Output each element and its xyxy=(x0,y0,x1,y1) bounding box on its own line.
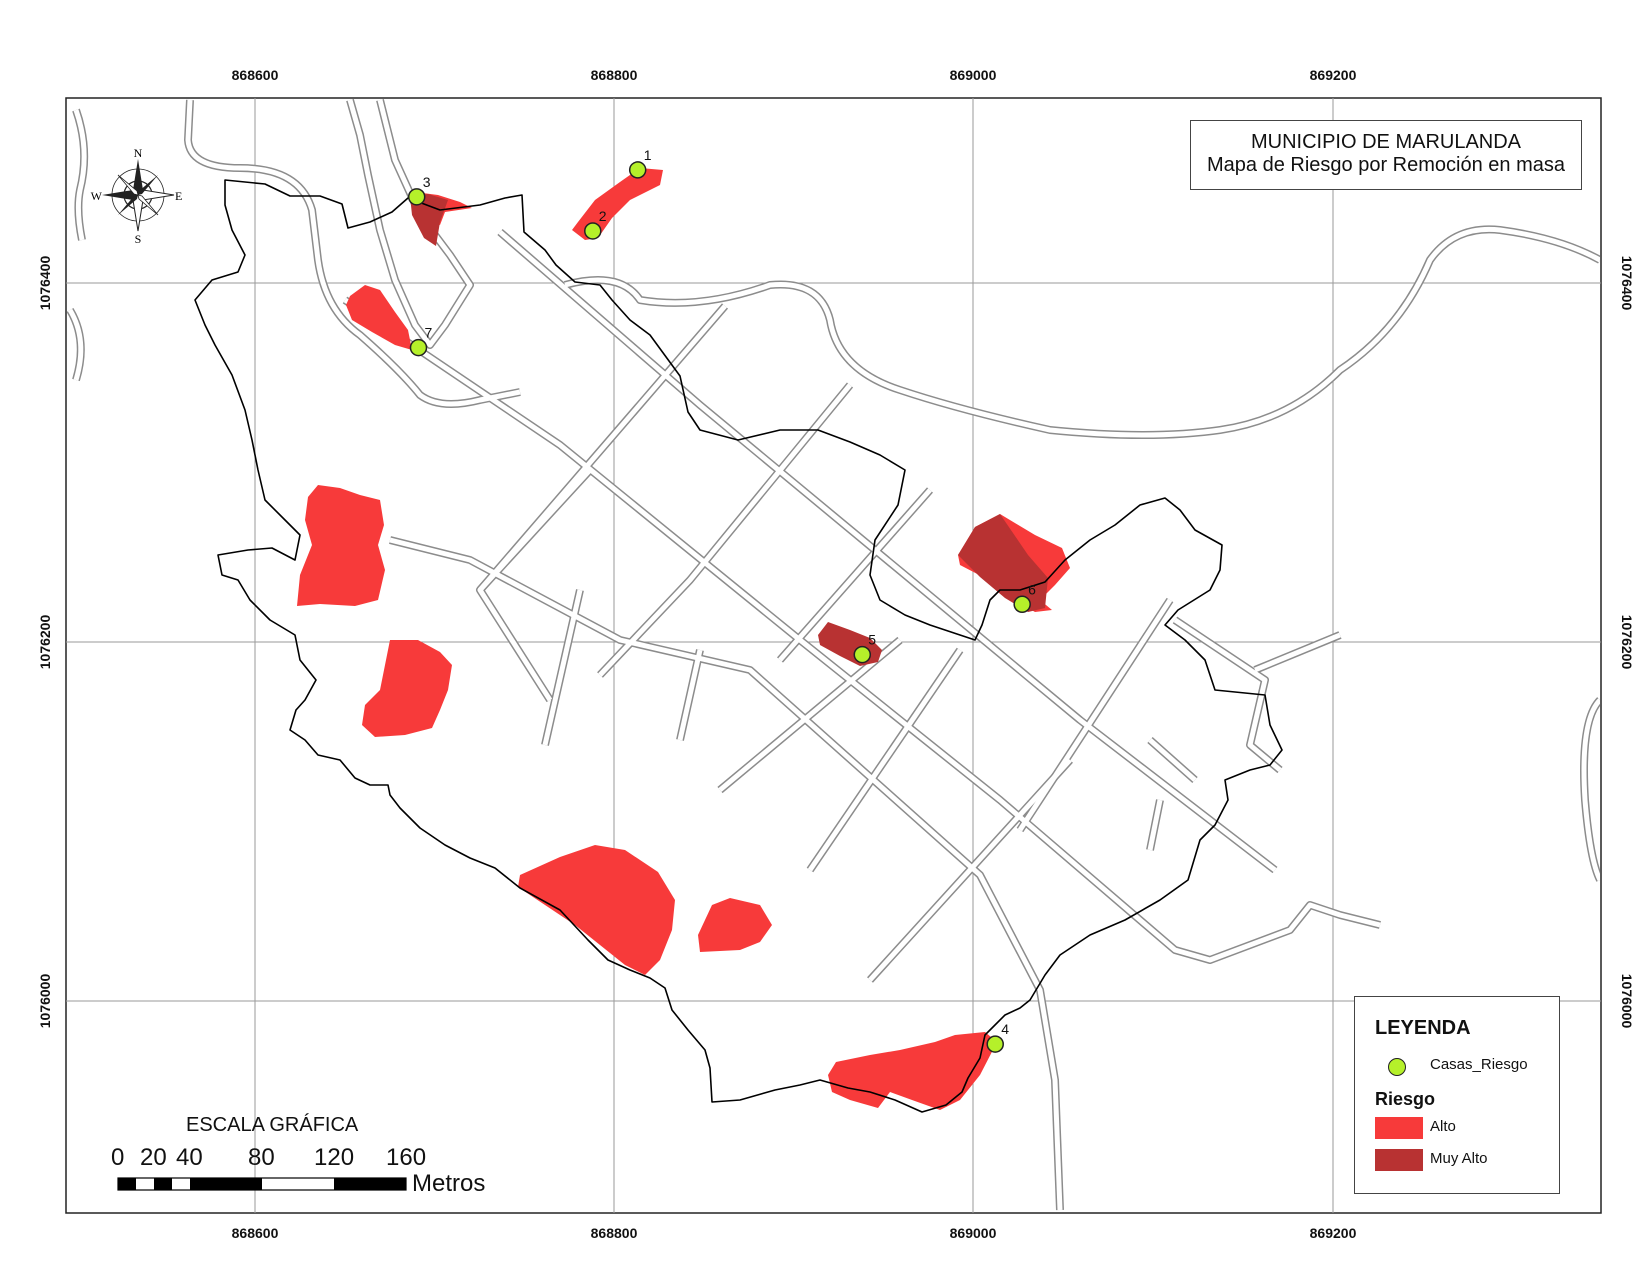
casa-riesgo-point xyxy=(1013,595,1031,614)
scale-label: 80 xyxy=(248,1144,275,1171)
legend-risk-title: Riesgo xyxy=(1375,1089,1436,1109)
road-inner xyxy=(1017,598,1173,832)
y-label-left: 1076000 xyxy=(37,974,53,1029)
scale-segment xyxy=(190,1178,262,1190)
casa-riesgo-point xyxy=(409,338,428,357)
y-label-left: 1076400 xyxy=(37,256,53,311)
road-inner xyxy=(1148,738,1197,782)
scale-label: 120 xyxy=(314,1144,355,1171)
casa-riesgo-point xyxy=(407,188,426,206)
y-labels-right: 1076400 1076200 1076000 xyxy=(1619,256,1635,1029)
casa-riesgo-point xyxy=(584,222,602,240)
road-inner xyxy=(1254,632,1341,673)
compass-s: S xyxy=(135,232,142,246)
scale-unit: Metros xyxy=(412,1170,486,1197)
x-label-bottom: 869000 xyxy=(950,1225,997,1241)
x-label-top: 868600 xyxy=(232,67,279,83)
casa-riesgo-label: 4 xyxy=(1001,1021,1009,1037)
casa-riesgo-label: 3 xyxy=(423,174,431,190)
x-label-top: 869200 xyxy=(1310,67,1357,83)
legend-swatch-alto xyxy=(1375,1117,1423,1139)
legend-point-label: Casas_Riesgo xyxy=(1430,1056,1528,1073)
casa-riesgo-point xyxy=(853,645,872,664)
urban-boundary xyxy=(194,179,1283,1113)
scale-segment xyxy=(334,1178,406,1190)
scale-segment xyxy=(118,1178,136,1190)
road-inner xyxy=(73,109,87,241)
risk-zones xyxy=(297,168,1070,1110)
legend-point-icon xyxy=(1388,1058,1406,1076)
map-title: MUNICIPIO DE MARULANDA xyxy=(1250,131,1522,153)
risk-zone-alto xyxy=(362,640,452,737)
scale-label: 20 xyxy=(140,1144,167,1171)
compass-e: E xyxy=(175,189,182,203)
road-inner xyxy=(807,648,963,872)
casa-riesgo-point xyxy=(986,1035,1004,1053)
legend-label-alto: Alto xyxy=(1430,1118,1456,1135)
casa-riesgo-point xyxy=(628,161,647,179)
y-label-right: 1076000 xyxy=(1619,974,1635,1029)
scale-label: 0 xyxy=(111,1144,125,1171)
map-title-box: MUNICIPIO DE MARULANDA Mapa de Riesgo po… xyxy=(1190,120,1582,190)
scale-title: ESCALA GRÁFICA xyxy=(186,1114,359,1136)
casa-riesgo-label: 1 xyxy=(644,147,652,163)
road-inner xyxy=(1581,698,1600,882)
road-inner xyxy=(868,758,1072,982)
y-label-right: 1076200 xyxy=(1619,615,1635,670)
casa-riesgo-label: 5 xyxy=(868,632,876,648)
y-label-right: 1076400 xyxy=(1619,256,1635,311)
map-subtitle: Mapa de Riesgo por Remoción en masa xyxy=(1207,154,1565,176)
compass-rose-icon: N S E W xyxy=(91,146,183,246)
road-inner xyxy=(498,230,1277,872)
legend-box: LEYENDA Casas_Riesgo Riesgo Alto Muy Alt… xyxy=(1354,996,1560,1194)
casas-riesgo-layer: 1 2 3 4 5 6 7 xyxy=(407,147,1036,1053)
x-label-top: 869000 xyxy=(950,67,997,83)
x-label-bottom: 868800 xyxy=(591,1225,638,1241)
road-inner xyxy=(185,99,521,407)
x-label-top: 868800 xyxy=(591,67,638,83)
compass-n: N xyxy=(134,146,143,160)
road-inner xyxy=(343,297,1381,963)
risk-zone-muy-alto xyxy=(410,194,448,246)
scale-segment xyxy=(154,1178,172,1190)
road-inner xyxy=(1173,617,1282,772)
legend-label-muy-alto: Muy Alto xyxy=(1430,1150,1488,1167)
scale-bar xyxy=(117,1177,407,1191)
risk-zone-alto xyxy=(518,845,675,975)
risk-zone-alto xyxy=(828,1032,997,1110)
road-inner xyxy=(564,226,1600,438)
road-inner xyxy=(1147,799,1163,851)
y-label-left: 1076200 xyxy=(37,615,53,670)
legend-title: LEYENDA xyxy=(1375,1017,1471,1039)
risk-zone-alto xyxy=(572,168,663,240)
risk-zone-alto xyxy=(698,898,772,952)
casa-riesgo-label: 2 xyxy=(599,208,607,224)
compass-w: W xyxy=(91,189,103,203)
road-inner xyxy=(718,638,902,792)
x-label-bottom: 869200 xyxy=(1310,1225,1357,1241)
x-labels-bottom: 868600 868800 869000 869200 xyxy=(232,1225,1357,1241)
road-network-inner xyxy=(67,99,1600,1211)
casa-riesgo-label: 6 xyxy=(1028,581,1036,597)
legend-swatch-muy-alto xyxy=(1375,1149,1423,1171)
scale-label: 160 xyxy=(386,1144,427,1171)
risk-zone-alto xyxy=(297,485,385,606)
road-inner xyxy=(677,649,703,741)
y-labels-left: 1076400 1076200 1076000 xyxy=(37,256,53,1029)
road-inner xyxy=(778,488,932,662)
risk-zone-alto xyxy=(346,285,412,350)
casa-riesgo-label: 7 xyxy=(424,325,432,341)
x-label-bottom: 868600 xyxy=(232,1225,279,1241)
road-inner xyxy=(542,589,583,746)
scale-label: 40 xyxy=(176,1144,203,1171)
road-inner xyxy=(478,468,592,592)
x-labels-top: 868600 868800 869000 869200 xyxy=(232,67,1357,83)
road-inner xyxy=(67,308,84,381)
road-inner xyxy=(598,383,852,677)
